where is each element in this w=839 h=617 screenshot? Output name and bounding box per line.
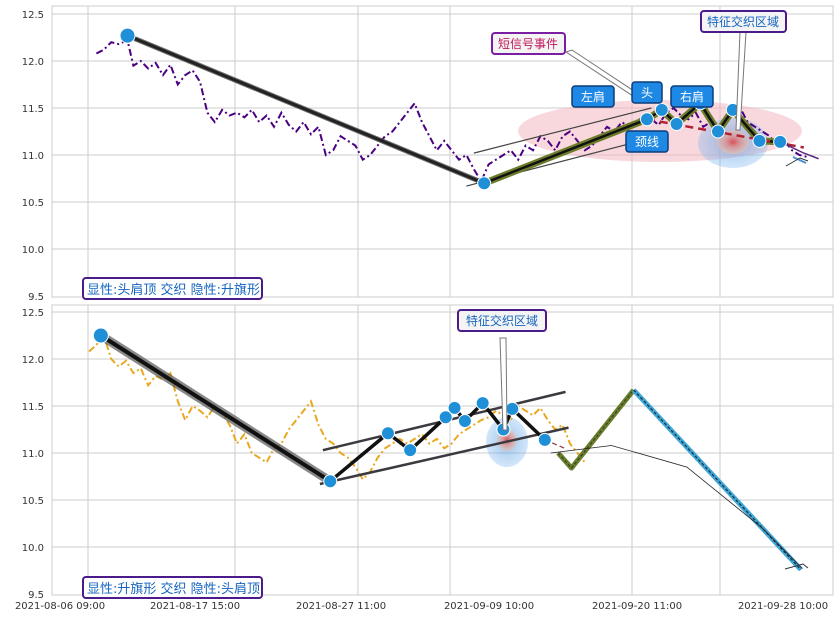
pivot-marker	[92, 327, 109, 344]
top-y-tick-label: 10.0	[22, 245, 44, 256]
top-y-tick-label: 10.5	[22, 198, 44, 209]
trend-line	[126, 34, 485, 185]
top-interweave-label-box	[700, 10, 787, 33]
top-panel-label: 显性:头肩顶 交织 隐性:升旗形	[87, 282, 260, 298]
pivot-marker	[752, 133, 767, 148]
top-y-tick-label: 11.5	[22, 104, 44, 115]
bottom-y-tick-label: 10.5	[22, 496, 44, 507]
bottom-target-tick	[784, 563, 809, 570]
top-panel: 12.5 12.0 11.5 11.0 10.5 10.0 9.5 短信号事件 …	[22, 5, 834, 303]
pivot-marker	[654, 102, 669, 117]
pivot-marker	[447, 400, 462, 415]
price-series-line	[88, 333, 586, 481]
bottom-y-tick-label: 11.0	[22, 449, 44, 460]
top-annotation-labels: 短信号事件 特征交织区域 左肩 头 右肩 颈线	[491, 10, 787, 153]
bottom-grid	[52, 305, 834, 595]
pivot-marker	[711, 124, 725, 139]
bottom-y-tick-label: 10.0	[22, 543, 44, 554]
bottom-y-tick-label: 11.5	[22, 402, 44, 413]
bottom-interweave-label: 特征交织区域	[466, 313, 538, 328]
x-tick-label: 2021-09-20 11:00	[592, 601, 682, 612]
pivot-marker	[438, 410, 453, 425]
top-interweave-label: 特征交织区域	[707, 14, 779, 29]
bottom-panel: 12.5 12.0 11.5 11.0 10.5 10.0 9.5 2021-0…	[15, 304, 834, 612]
pivot-marker	[475, 396, 490, 411]
bottom-panel-label: 显性:升旗形 交织 隐性:头肩顶	[87, 581, 260, 597]
head-label-box	[631, 81, 663, 104]
bottom-y-tick-label: 12.0	[22, 355, 44, 366]
flag-boundary-line	[319, 426, 569, 486]
flag-path-line	[329, 401, 547, 483]
trend-line	[99, 333, 332, 483]
left-shoulder-label-box	[571, 85, 615, 108]
right-shoulder-label-box	[670, 85, 714, 108]
pivot-marker	[639, 112, 654, 127]
pivot-marker	[380, 426, 395, 441]
pivot-marker	[505, 401, 520, 416]
pivot-marker	[323, 474, 338, 489]
channel-line	[473, 107, 652, 154]
bottom-y-tick-labels: 12.5 12.0 11.5 11.0 10.5 10.0 9.5	[22, 308, 44, 601]
top-y-tick-label: 9.5	[28, 292, 44, 303]
bottom-markers	[92, 327, 552, 489]
projection-line	[633, 389, 802, 570]
pivot-marker	[403, 443, 418, 458]
pivot-marker	[537, 432, 552, 447]
short-signal-label: 短信号事件	[498, 37, 558, 51]
x-tick-label: 2021-09-28 10:00	[738, 601, 828, 612]
pivot-marker	[773, 134, 788, 149]
neckline-label-box	[625, 130, 669, 153]
left-shoulder-label: 左肩	[581, 89, 605, 104]
pivot-marker	[457, 414, 472, 429]
x-tick-label: 2021-08-06 09:00	[15, 601, 105, 612]
bottom-panel-label-box	[82, 576, 263, 599]
top-y-tick-labels: 12.5 12.0 11.5 11.0 10.5 10.0 9.5	[22, 10, 44, 303]
top-target-tick	[792, 156, 807, 164]
target-arc	[550, 445, 803, 569]
top-panel-label-box	[82, 277, 263, 300]
pivot-marker	[119, 27, 136, 44]
bottom-y-tick-label: 9.5	[28, 590, 44, 601]
bottom-series-lines	[88, 331, 803, 572]
projection-line	[779, 141, 819, 160]
bottom-callouts	[499, 337, 809, 570]
head-label: 头	[641, 86, 653, 100]
x-tick-label: 2021-08-27 11:00	[296, 601, 386, 612]
bottom-y-tick-label: 12.5	[22, 308, 44, 319]
short-signal-label-box	[491, 32, 566, 55]
neckline-label: 颈线	[635, 135, 659, 149]
x-tick-labels: 2021-08-06 09:00 2021-08-17 15:00 2021-0…	[15, 601, 828, 612]
callout-arrow	[499, 337, 508, 431]
x-tick-label: 2021-08-17 15:00	[150, 601, 240, 612]
pivot-marker	[477, 176, 492, 191]
top-y-tick-label: 12.0	[22, 57, 44, 68]
bottom-interweave-label-box	[457, 309, 547, 332]
top-y-tick-label: 11.0	[22, 151, 44, 162]
price-series-line	[95, 38, 808, 184]
top-target-tick	[785, 157, 809, 167]
top-y-tick-label: 12.5	[22, 10, 44, 21]
bottom-plot-frame	[51, 304, 834, 596]
pivot-marker	[669, 116, 684, 131]
x-tick-label: 2021-09-09 10:00	[444, 601, 534, 612]
right-shoulder-label: 右肩	[680, 89, 704, 104]
projection-line	[557, 389, 635, 469]
